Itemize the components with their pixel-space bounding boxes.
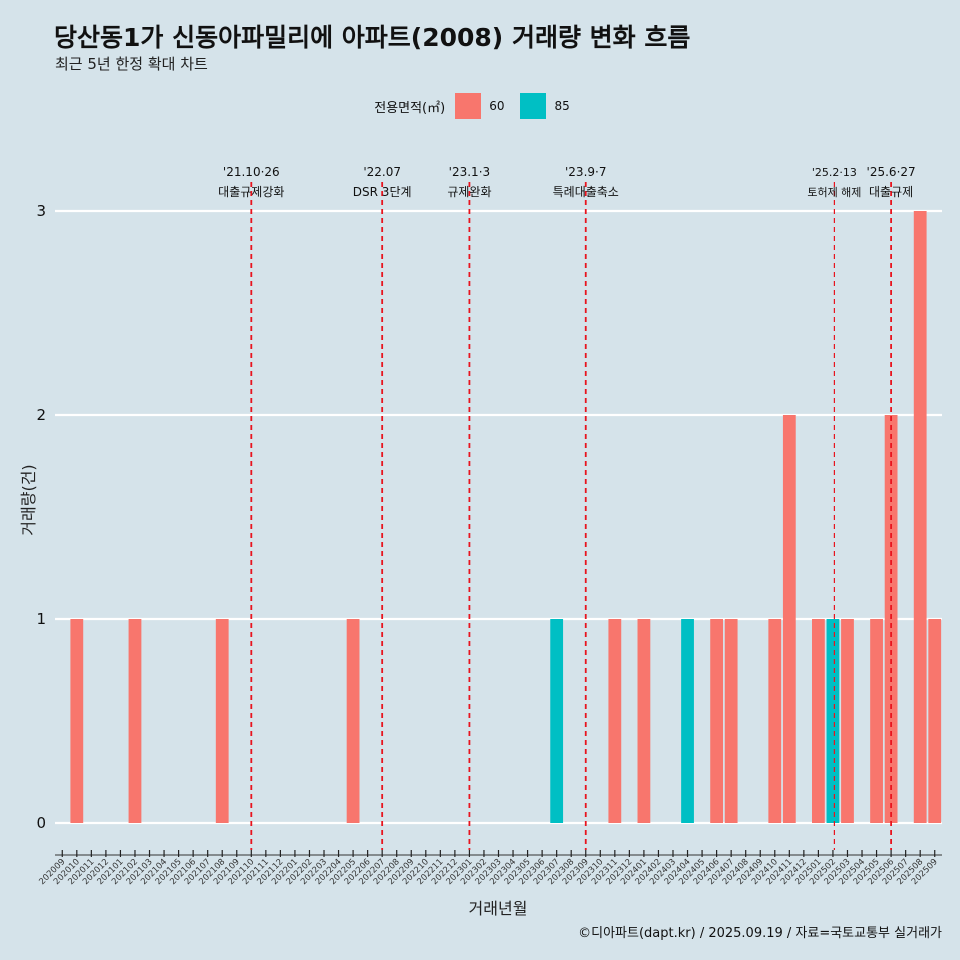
page-title: 당산동1가 신동아파밀리에 아파트(2008) 거래량 변화 흐름: [54, 23, 691, 52]
y-tick-label: 0: [36, 814, 46, 832]
bar-60-202102: [128, 619, 142, 823]
bar-60-202411: [782, 415, 796, 823]
legend-key-85: [520, 93, 547, 119]
x-axis-title: 거래년월: [469, 899, 528, 918]
bar-60-202406: [710, 619, 724, 823]
y-axis: 0 1 2 3: [36, 202, 46, 832]
bar-60-202010: [70, 619, 84, 823]
legend-label-85: 85: [554, 99, 570, 113]
y-tick-label: 3: [36, 202, 46, 220]
bar-60-202501: [812, 619, 825, 823]
event-label-202506: 대출규제: [869, 185, 913, 199]
page-subtitle: 최근 5년 한정 확대 차트: [55, 55, 208, 73]
bar-60-202401: [637, 619, 651, 823]
y-axis-title: 거래량(건): [19, 464, 38, 535]
bar-60-202205: [346, 619, 360, 823]
event-date-202207: '22.07: [363, 165, 401, 179]
bar-60-202311: [608, 619, 622, 823]
bar-60-202509: [928, 619, 942, 823]
legend-key-60: [455, 93, 482, 119]
bars: [70, 211, 942, 823]
bar-85-202404: [681, 619, 694, 823]
bar-60-202508: [913, 211, 927, 823]
event-date-202309: '23.9·7: [565, 165, 606, 179]
bar-85-202307: [550, 619, 564, 823]
event-label-202309: 특례대출축소: [553, 185, 619, 199]
y-tick-label: 2: [36, 406, 46, 424]
event-label-202110: 대출규제강화: [218, 185, 284, 199]
grid-lines: [55, 209, 942, 825]
y-tick-label: 1: [36, 610, 46, 628]
legend: 전용면적(㎡) 60 85: [0, 93, 960, 119]
event-label-202301: 규제완화: [447, 185, 491, 199]
source-caption: ©디아파트(dapt.kr) / 2025.09.19 / 자료=국토교통부 실…: [578, 926, 942, 941]
event-date-202506: '25.6·27: [867, 165, 916, 179]
bar-60-202503: [841, 619, 854, 823]
event-lines: '21.10·26 대출규제강화 '22.07 DSR 3단계 '23.1·3 규제완화 '…: [218, 165, 916, 850]
event-label-202207: DSR 3단계: [353, 185, 412, 199]
legend-title: 전용면적(㎡): [374, 100, 446, 116]
bar-60-202505: [870, 619, 883, 823]
event-label-202502: 토허제 해제: [807, 185, 861, 199]
x-axis: 2020092020102020112020122021012021022021…: [37, 850, 942, 887]
bar-85-202502: [826, 619, 840, 823]
event-date-202110: '21.10·26: [223, 165, 280, 179]
event-date-202502: '25.2·13: [812, 166, 857, 179]
legend-label-60: 60: [489, 99, 505, 113]
bar-60-202108: [215, 619, 229, 823]
bar-60-202410: [768, 619, 782, 823]
bar-60-202407: [724, 619, 738, 823]
event-date-202301: '23.1·3: [449, 165, 490, 179]
